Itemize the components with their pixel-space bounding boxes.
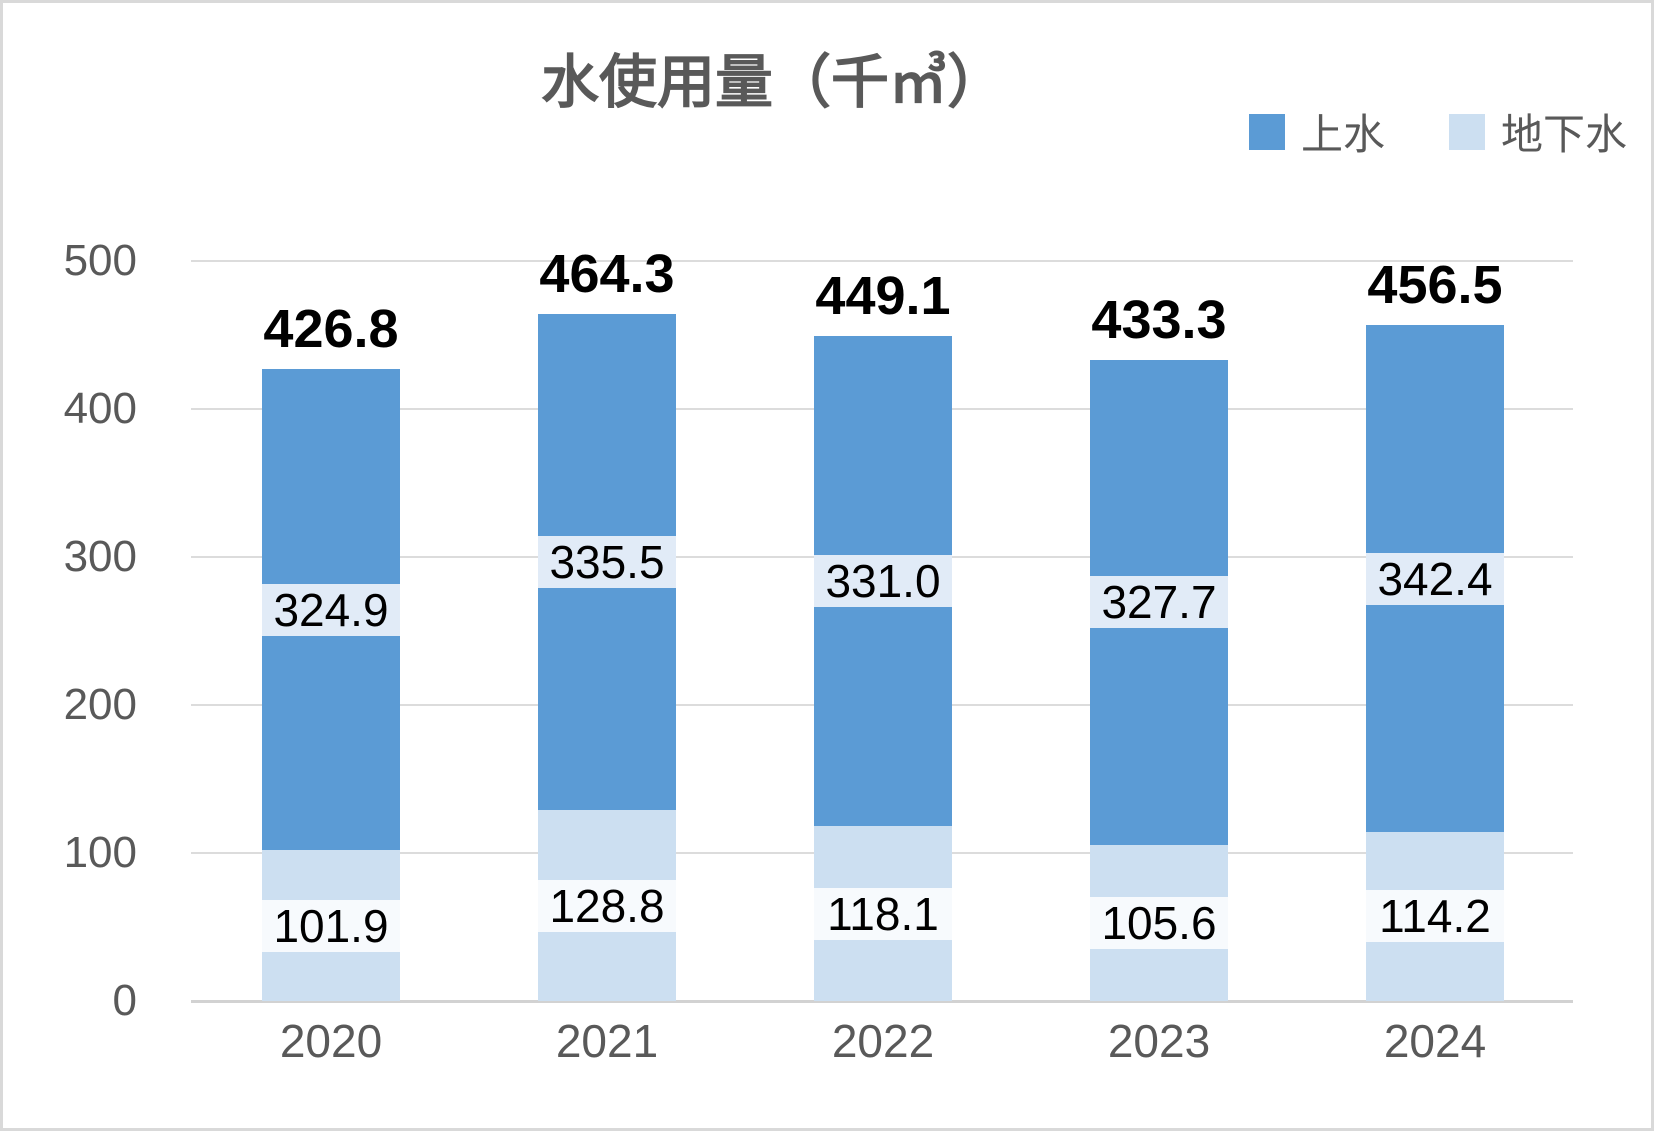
y-tick-label: 500 [63,236,137,285]
value-label-tap-water: 324.9 [262,583,400,636]
total-label: 456.5 [1367,255,1503,316]
y-tick-label: 0 [112,976,137,1025]
y-tick-label: 100 [63,828,137,877]
value-label-tap-water: 327.7 [1090,576,1228,629]
total-label: 433.3 [1091,289,1227,350]
legend-item-tap-water: 上水 [1248,101,1385,162]
x-axis-line [191,1000,1573,1003]
legend: 上水 地下水 [1248,101,1627,162]
legend-label-groundwater: 地下水 [1500,111,1627,158]
gridline [191,260,1573,262]
value-label-groundwater: 128.8 [538,879,676,932]
chart-title: 水使用量（千㎥） [540,50,1005,115]
x-tick-label: 2024 [1383,1015,1487,1067]
legend-item-groundwater: 地下水 [1448,101,1627,162]
value-label-groundwater: 105.6 [1090,896,1228,949]
value-label-groundwater: 101.9 [262,899,400,952]
y-tick-label: 400 [63,384,137,433]
total-label: 449.1 [815,266,951,327]
legend-swatch-tap-water [1248,113,1285,150]
total-label: 426.8 [263,299,399,360]
legend-label-tap-water: 上水 [1300,111,1385,158]
value-label-tap-water: 335.5 [538,536,676,589]
y-tick-label: 200 [63,680,137,729]
x-tick-label: 2023 [1107,1015,1211,1067]
x-tick-label: 2020 [279,1015,383,1067]
y-tick-label: 300 [63,532,137,581]
value-label-tap-water: 342.4 [1366,552,1504,605]
x-tick-label: 2022 [831,1015,935,1067]
value-label-groundwater: 114.2 [1366,890,1504,943]
total-label: 464.3 [539,243,675,304]
x-tick-label: 2021 [555,1015,659,1067]
value-label-groundwater: 118.1 [814,887,952,940]
legend-swatch-groundwater [1448,113,1485,150]
value-label-tap-water: 331.0 [814,555,952,608]
